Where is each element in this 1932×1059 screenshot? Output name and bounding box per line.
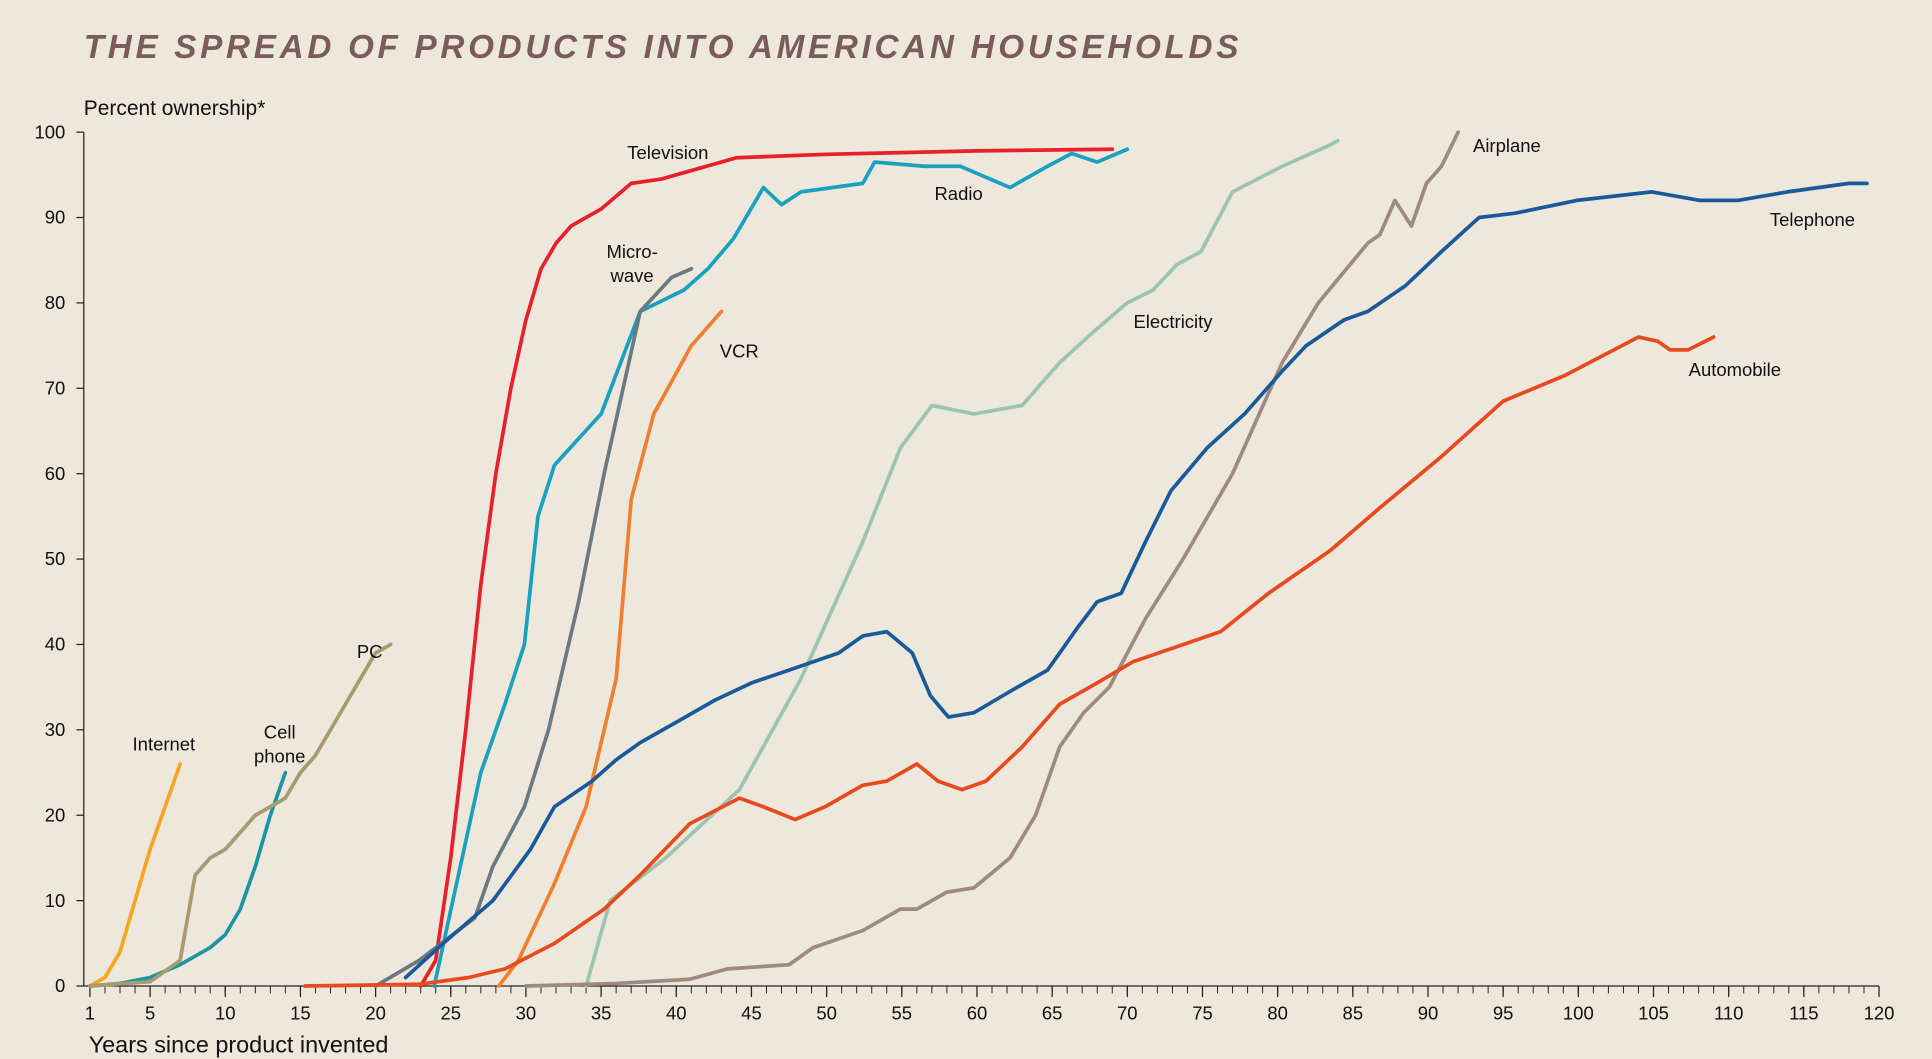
y-tick-label: 70 — [45, 377, 66, 398]
y-tick-label: 30 — [45, 719, 66, 740]
series-line — [88, 762, 182, 988]
series-line — [418, 147, 1115, 988]
x-tick-label: 60 — [967, 1002, 988, 1023]
series-line — [88, 642, 393, 988]
series-label: Cell phone — [254, 721, 305, 766]
chart-title: THE SPREAD OF PRODUCTS INTO AMERICAN HOU… — [84, 29, 1242, 66]
y-tick-label: 100 — [34, 121, 65, 142]
series-line — [88, 770, 288, 988]
series-label: Radio — [934, 183, 982, 204]
x-tick-label: 90 — [1418, 1002, 1439, 1023]
x-tick-label: 100 — [1563, 1002, 1594, 1023]
x-tick-label: 5 — [145, 1002, 155, 1023]
series-line — [524, 130, 1460, 988]
series-label: Micro-wave — [606, 241, 657, 286]
series-line — [584, 138, 1340, 988]
x-tick-label: 105 — [1638, 1002, 1669, 1023]
x-tick-label: 20 — [365, 1002, 386, 1023]
x-tick-label: 75 — [1192, 1002, 1213, 1023]
y-tick-label: 90 — [45, 207, 66, 228]
x-tick-label: 80 — [1267, 1002, 1288, 1023]
y-tick-label: 80 — [45, 292, 66, 313]
x-tick-label: 85 — [1343, 1002, 1364, 1023]
x-tick-label: 70 — [1117, 1002, 1138, 1023]
x-tick-label: 110 — [1714, 1002, 1743, 1023]
x-tick-label: 115 — [1789, 1002, 1818, 1023]
x-tick-label: 45 — [741, 1002, 762, 1023]
y-tick-label: 10 — [45, 890, 66, 911]
series-label: Television — [627, 142, 708, 163]
x-tick-label: 65 — [1042, 1002, 1063, 1023]
series-label: Automobile — [1689, 359, 1781, 380]
x-tick-label: 1 — [85, 1002, 95, 1023]
series-line — [432, 147, 1130, 988]
series-label: Telephone — [1770, 209, 1855, 230]
x-tick-label: 50 — [816, 1002, 837, 1023]
y-axis-label: Percent ownership* — [84, 97, 266, 120]
y-tick-label: 40 — [45, 634, 66, 655]
x-tick-label: 15 — [290, 1002, 311, 1023]
series-label: Electricity — [1133, 311, 1213, 332]
series-label: VCR — [720, 341, 759, 362]
x-tick-label: 25 — [440, 1002, 461, 1023]
x-tick-label: 120 — [1864, 1002, 1895, 1023]
series-line — [303, 335, 1716, 988]
series-line — [497, 309, 724, 988]
x-tick-label: 40 — [666, 1002, 687, 1023]
y-tick-label: 0 — [55, 975, 65, 996]
x-tick-label: 10 — [215, 1002, 236, 1023]
x-axis-label: Years since product invented — [89, 1032, 389, 1058]
y-tick-label: 20 — [45, 804, 66, 825]
y-tick-label: 60 — [45, 463, 66, 484]
series-label: PC — [357, 641, 383, 662]
x-tick-label: 95 — [1493, 1002, 1514, 1023]
series-label: Airplane — [1473, 135, 1541, 156]
x-tick-label: 55 — [892, 1002, 913, 1023]
series-label: Internet — [133, 734, 196, 755]
y-tick-label: 50 — [45, 548, 66, 569]
x-tick-label: 35 — [591, 1002, 612, 1023]
x-tick-label: 30 — [516, 1002, 537, 1023]
series-line — [403, 181, 1869, 980]
